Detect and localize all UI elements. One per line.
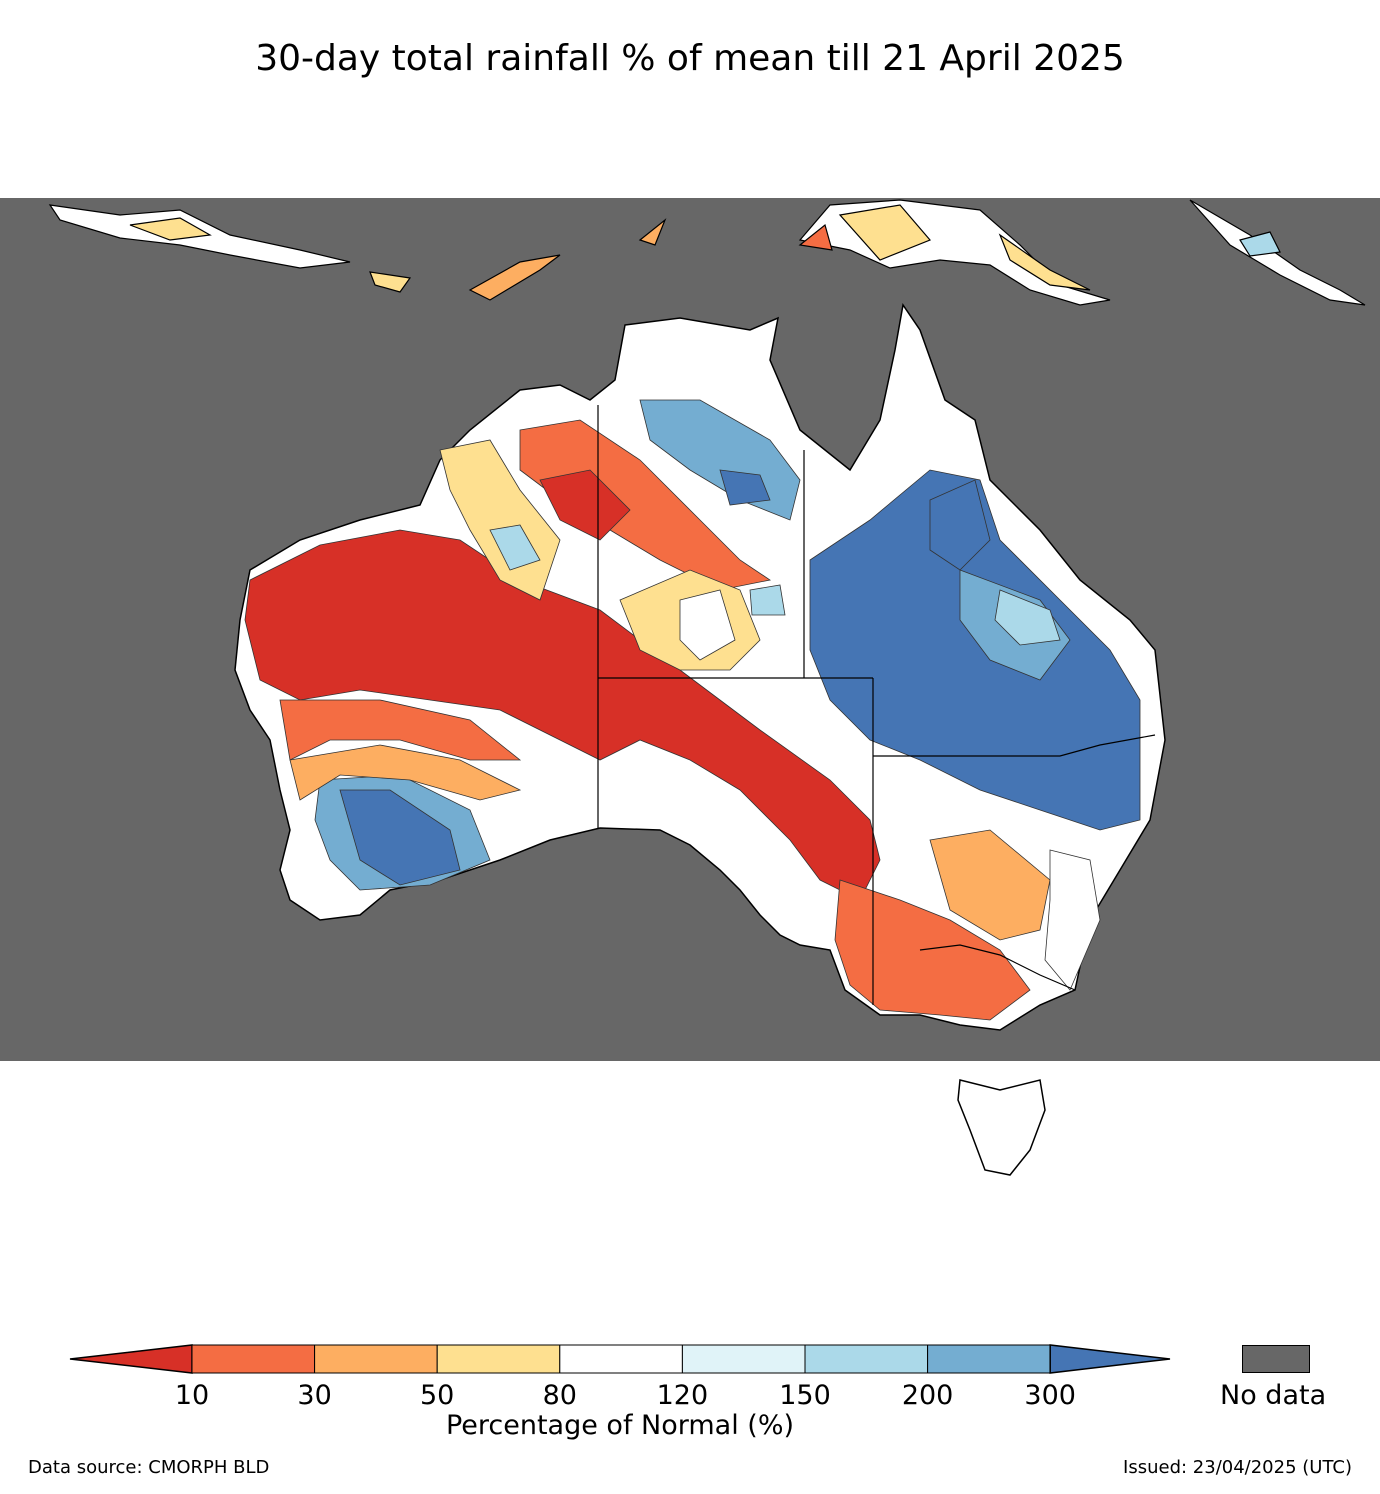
rainfall-map	[0, 198, 1380, 1176]
issued-date: Issued: 23/04/2025 (UTC)	[1123, 1457, 1352, 1478]
colorbar-tick-label: 80	[542, 1380, 577, 1411]
colorbar-tick-label: 50	[420, 1380, 455, 1411]
colorbar-segment	[927, 1344, 1051, 1374]
nodata-swatch	[1242, 1345, 1310, 1373]
colorbar-segment	[436, 1344, 561, 1374]
tasmania	[957, 1079, 1046, 1176]
nodata-label: No data	[1220, 1380, 1327, 1411]
colorbar-tick-label: 300	[1024, 1380, 1076, 1411]
rain-above-300	[809, 469, 1141, 831]
colorbar-extend-low	[69, 1344, 193, 1374]
colorbar-extend-high	[1049, 1344, 1171, 1374]
northern-islands	[48, 199, 1366, 306]
map-title: 30-day total rainfall % of mean till 21 …	[255, 38, 1125, 79]
colorbar-label: Percentage of Normal (%)	[445, 1410, 795, 1441]
colorbar-segment	[191, 1344, 316, 1374]
colorbar-segment	[559, 1344, 683, 1374]
colorbar-tick-label: 120	[656, 1380, 709, 1411]
colorbar-tick-label: 30	[297, 1380, 332, 1411]
state-borders	[597, 405, 1156, 1005]
colorbar	[60, 1335, 1180, 1385]
colorbar-segment	[314, 1344, 438, 1374]
colorbar-tick-label: 10	[174, 1380, 210, 1411]
colorbar-tick-label: 150	[779, 1380, 831, 1411]
colorbar-tick-label: 200	[901, 1380, 954, 1411]
data-source: Data source: CMORPH BLD	[28, 1457, 270, 1478]
colorbar-segment	[804, 1344, 929, 1374]
colorbar-segment	[681, 1344, 806, 1374]
